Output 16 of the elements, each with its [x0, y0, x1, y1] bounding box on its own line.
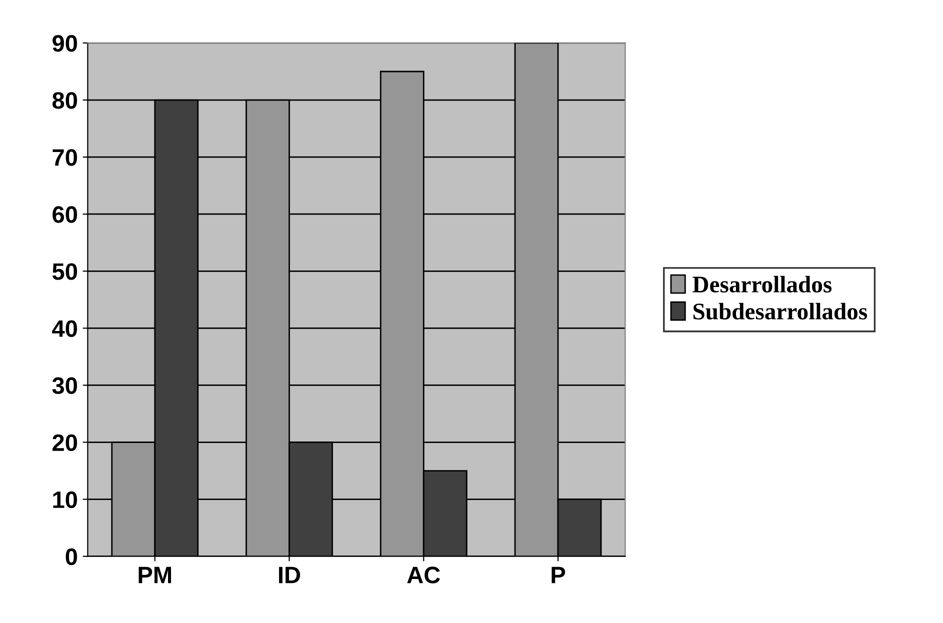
y-tick-label: 30: [52, 377, 78, 394]
legend-label: Subdesarrollados: [693, 302, 868, 320]
y-tick-label: 10: [53, 491, 78, 508]
y-tick-label: 80: [52, 92, 78, 109]
x-tick-label: P: [552, 566, 566, 584]
x-tick-label: AC: [407, 566, 440, 584]
y-tick-label: 90: [52, 35, 78, 52]
legend-label: Desarrollados: [692, 276, 832, 293]
y-tick-label: 50: [52, 263, 78, 280]
y-tick-label: 20: [52, 434, 78, 452]
y-tick-label: 60: [52, 206, 78, 223]
y-tick-label: 70: [52, 149, 78, 166]
x-tick-label: PM: [138, 566, 172, 584]
y-tick-label: 0: [66, 548, 78, 566]
y-tick-label: 40: [52, 320, 78, 337]
x-tick-label: ID: [279, 566, 300, 584]
